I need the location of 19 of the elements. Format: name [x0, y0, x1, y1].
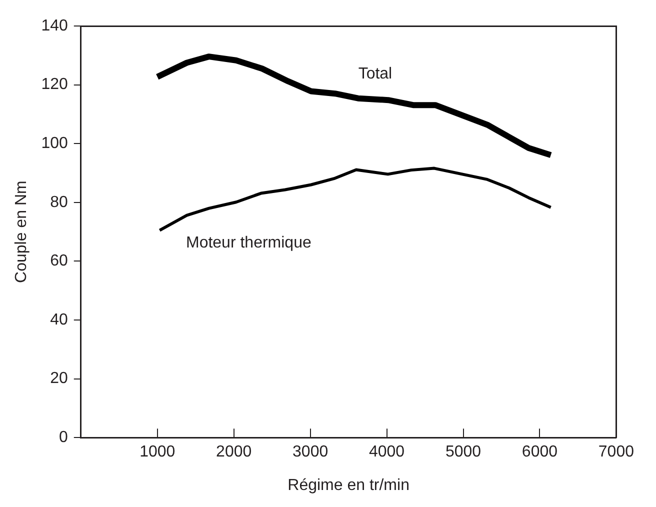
y-tick-label: 60 [50, 252, 68, 270]
x-tick-label: 2000 [216, 444, 252, 461]
x-tick-label: 1000 [140, 444, 176, 461]
x-tick-label: 7000 [598, 444, 634, 461]
y-axis-title: Couple en Nm [13, 180, 30, 283]
series-label: Moteur thermique [186, 234, 312, 252]
x-tick-label: 3000 [292, 444, 328, 461]
y-tick-label: 100 [41, 135, 68, 152]
y-tick-label: 40 [50, 311, 68, 328]
y-tick-label: 140 [41, 17, 68, 34]
y-tick-label: 120 [41, 76, 68, 94]
x-tick-label: 6000 [522, 444, 558, 461]
y-tick-label: 80 [50, 194, 68, 211]
x-tick-label: 5000 [445, 444, 482, 461]
series-label: Total [358, 65, 392, 82]
x-axis-title: Régime en tr/min [288, 476, 410, 494]
y-tick-label: 20 [50, 370, 68, 388]
y-tick-label: 0 [58, 429, 68, 446]
x-tick-label: 4000 [368, 444, 405, 461]
